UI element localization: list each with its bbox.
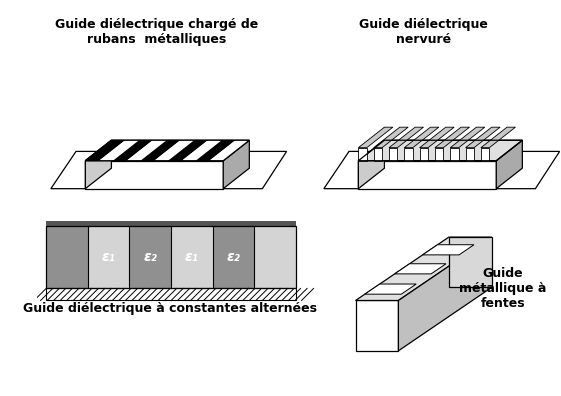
Polygon shape	[358, 148, 367, 161]
Polygon shape	[51, 151, 287, 188]
Bar	[46, 221, 296, 226]
Polygon shape	[404, 148, 413, 161]
Polygon shape	[85, 140, 112, 188]
Polygon shape	[154, 140, 194, 161]
Polygon shape	[404, 127, 439, 148]
Polygon shape	[435, 148, 443, 161]
Polygon shape	[356, 301, 398, 351]
Polygon shape	[481, 148, 489, 161]
Polygon shape	[140, 140, 181, 161]
Polygon shape	[450, 148, 459, 161]
Polygon shape	[209, 140, 249, 161]
Polygon shape	[395, 264, 446, 274]
Bar	[254, 226, 296, 288]
Polygon shape	[168, 140, 208, 161]
Polygon shape	[196, 140, 236, 161]
Polygon shape	[398, 237, 491, 351]
Polygon shape	[324, 151, 560, 188]
Polygon shape	[85, 140, 249, 161]
Text: ε₂: ε₂	[227, 250, 241, 264]
Polygon shape	[374, 148, 382, 161]
Polygon shape	[466, 148, 474, 161]
Text: ε₂: ε₂	[143, 250, 157, 264]
Polygon shape	[99, 140, 139, 161]
Polygon shape	[420, 148, 428, 161]
Polygon shape	[389, 148, 397, 161]
Bar	[46, 288, 296, 301]
Bar	[46, 226, 296, 288]
Polygon shape	[113, 140, 153, 161]
Polygon shape	[466, 127, 500, 148]
Polygon shape	[358, 127, 393, 148]
Text: Guide diélectrique à constantes alternées: Guide diélectrique à constantes alternée…	[23, 303, 317, 315]
Polygon shape	[422, 245, 474, 255]
Polygon shape	[127, 140, 167, 161]
Text: ε₁: ε₁	[102, 250, 116, 264]
Polygon shape	[85, 161, 223, 188]
Polygon shape	[356, 237, 491, 301]
Polygon shape	[450, 127, 485, 148]
Polygon shape	[481, 127, 516, 148]
Polygon shape	[449, 237, 491, 287]
Text: ε₁: ε₁	[185, 250, 199, 264]
Polygon shape	[389, 127, 424, 148]
Polygon shape	[358, 140, 522, 161]
Bar	[171, 226, 213, 288]
Polygon shape	[182, 140, 222, 161]
Polygon shape	[365, 284, 416, 294]
Bar	[46, 226, 88, 288]
Polygon shape	[496, 140, 522, 188]
Polygon shape	[358, 140, 384, 188]
Polygon shape	[223, 140, 249, 188]
Polygon shape	[85, 140, 125, 161]
Bar	[88, 226, 130, 288]
Polygon shape	[435, 127, 470, 148]
Text: Guide diélectrique
nervuré: Guide diélectrique nervuré	[359, 18, 488, 46]
Text: Guide diélectrique chargé de
rubans  métalliques: Guide diélectrique chargé de rubans méta…	[54, 18, 257, 46]
Polygon shape	[420, 127, 454, 148]
Polygon shape	[358, 161, 496, 188]
Text: Guide
métallique à
fentes: Guide métallique à fentes	[459, 267, 546, 310]
Bar	[213, 226, 254, 288]
Bar	[130, 226, 171, 288]
Polygon shape	[374, 127, 408, 148]
